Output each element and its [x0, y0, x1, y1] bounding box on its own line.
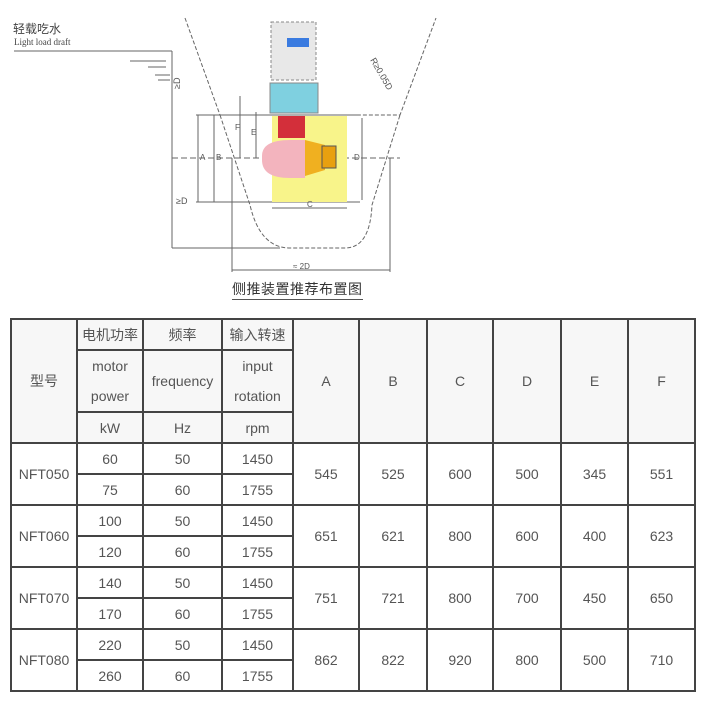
svg-text:C: C	[307, 200, 313, 209]
dim-d-cell: 600	[492, 504, 562, 568]
dim-a-cell: 862	[292, 628, 360, 692]
power-cell: 260	[76, 659, 144, 692]
power-cell: 120	[76, 535, 144, 568]
header-speed-unit: rpm	[221, 411, 294, 444]
table-row: NFT050 60 50 1450 545 525 600 500 345 551	[10, 442, 696, 506]
svg-text:≈ 2D: ≈ 2D	[293, 262, 310, 271]
svg-text:A: A	[200, 153, 206, 162]
model-cell: NFT080	[10, 628, 78, 692]
table-row: NFT080 220 50 1450 862 822 920 800 500 710	[10, 628, 696, 692]
dim-a-cell: 545	[292, 442, 360, 506]
frequency-cell: 60	[142, 473, 223, 506]
speed-cell: 1450	[221, 504, 294, 537]
frequency-cell: 50	[142, 566, 223, 599]
frequency-cell: 60	[142, 535, 223, 568]
model-cell: NFT070	[10, 566, 78, 630]
header-freq-unit: Hz	[142, 411, 223, 444]
header-speed-cn: 输入转速	[221, 318, 294, 351]
svg-text:F: F	[235, 123, 240, 132]
dim-d-cell: 500	[492, 442, 562, 506]
frequency-cell: 60	[142, 597, 223, 630]
frequency-cell: 50	[142, 442, 223, 475]
table-row: 260 60 1755	[11, 659, 695, 692]
dim-b-cell: 621	[358, 504, 428, 568]
table-row: NFT060 100 50 1450 651 621 800 600 400 623	[10, 504, 696, 568]
power-cell: 170	[76, 597, 144, 630]
light-load-draft-label-en: Light load draft	[14, 37, 71, 47]
header-col-d: D	[492, 318, 562, 444]
dim-f-cell: 650	[627, 566, 696, 630]
speed-cell: 1755	[221, 473, 294, 506]
model-cell: NFT060	[10, 504, 78, 568]
frequency-cell: 50	[142, 504, 223, 537]
header-col-a: A	[292, 318, 360, 444]
power-cell: 100	[76, 504, 144, 537]
light-load-draft-label-cn: 轻载吃水	[13, 22, 62, 36]
dim-e-cell: 345	[560, 442, 629, 506]
power-cell: 140	[76, 566, 144, 599]
dim-c-cell: 920	[426, 628, 494, 692]
header-col-e: E	[560, 318, 629, 444]
dim-c-cell: 600	[426, 442, 494, 506]
dim-b-cell: 525	[358, 442, 428, 506]
table-row: NFT070 140 50 1450 751 721 800 700 450 650	[10, 566, 696, 630]
dim-f-cell: 551	[627, 442, 696, 506]
svg-text:E: E	[251, 128, 256, 137]
dim-d-cell: 700	[492, 566, 562, 630]
thruster-layout-diagram: ≥D ≥D A B C D E F ≈ 2D R≥0.05D	[14, 17, 437, 272]
header-col-c: C	[426, 318, 494, 444]
speed-cell: 1450	[221, 442, 294, 475]
dim-f-cell: 710	[627, 628, 696, 692]
speed-cell: 1755	[221, 597, 294, 630]
svg-text:R≥0.05D: R≥0.05D	[368, 56, 395, 92]
header-freq-en: frequency	[142, 349, 223, 413]
power-cell: 220	[76, 628, 144, 661]
header-freq-cn: 频率	[142, 318, 223, 351]
table-row: 170 60 1755	[11, 597, 695, 630]
dim-c-cell: 800	[426, 504, 494, 568]
table-row: 120 60 1755	[11, 535, 695, 568]
frequency-cell: 60	[142, 659, 223, 692]
dim-f-cell: 623	[627, 504, 696, 568]
dim-e-cell: 450	[560, 566, 629, 630]
dim-a-cell: 651	[292, 504, 360, 568]
svg-text:D: D	[354, 153, 360, 162]
header-power-unit: kW	[76, 411, 144, 444]
header-speed-en: input rotation	[221, 349, 294, 413]
dim-a-cell: 751	[292, 566, 360, 630]
dim-e-cell: 400	[560, 504, 629, 568]
dim-b-cell: 822	[358, 628, 428, 692]
svg-text:≥D: ≥D	[172, 77, 182, 89]
dim-d-cell: 800	[492, 628, 562, 692]
header-power-cn: 电机功率	[76, 318, 144, 351]
dim-e-cell: 500	[560, 628, 629, 692]
model-cell: NFT050	[10, 442, 78, 506]
header-model: 型号	[10, 318, 78, 444]
header-col-b: B	[358, 318, 428, 444]
svg-text:≥D: ≥D	[176, 196, 188, 206]
speed-cell: 1450	[221, 628, 294, 661]
header-col-f: F	[627, 318, 696, 444]
header-power-en: motor power	[76, 349, 144, 413]
power-cell: 75	[76, 473, 144, 506]
dim-b-cell: 721	[358, 566, 428, 630]
frequency-cell: 50	[142, 628, 223, 661]
table-row: 75 60 1755	[11, 473, 695, 506]
speed-cell: 1450	[221, 566, 294, 599]
figure-caption: 侧推装置推荐布置图	[232, 279, 363, 300]
dim-c-cell: 800	[426, 566, 494, 630]
speed-cell: 1755	[221, 535, 294, 568]
spec-table: 型号 电机功率 频率 输入转速 A B C D E F motor power f…	[10, 318, 696, 692]
speed-cell: 1755	[221, 659, 294, 692]
power-cell: 60	[76, 442, 144, 475]
svg-text:B: B	[216, 153, 221, 162]
